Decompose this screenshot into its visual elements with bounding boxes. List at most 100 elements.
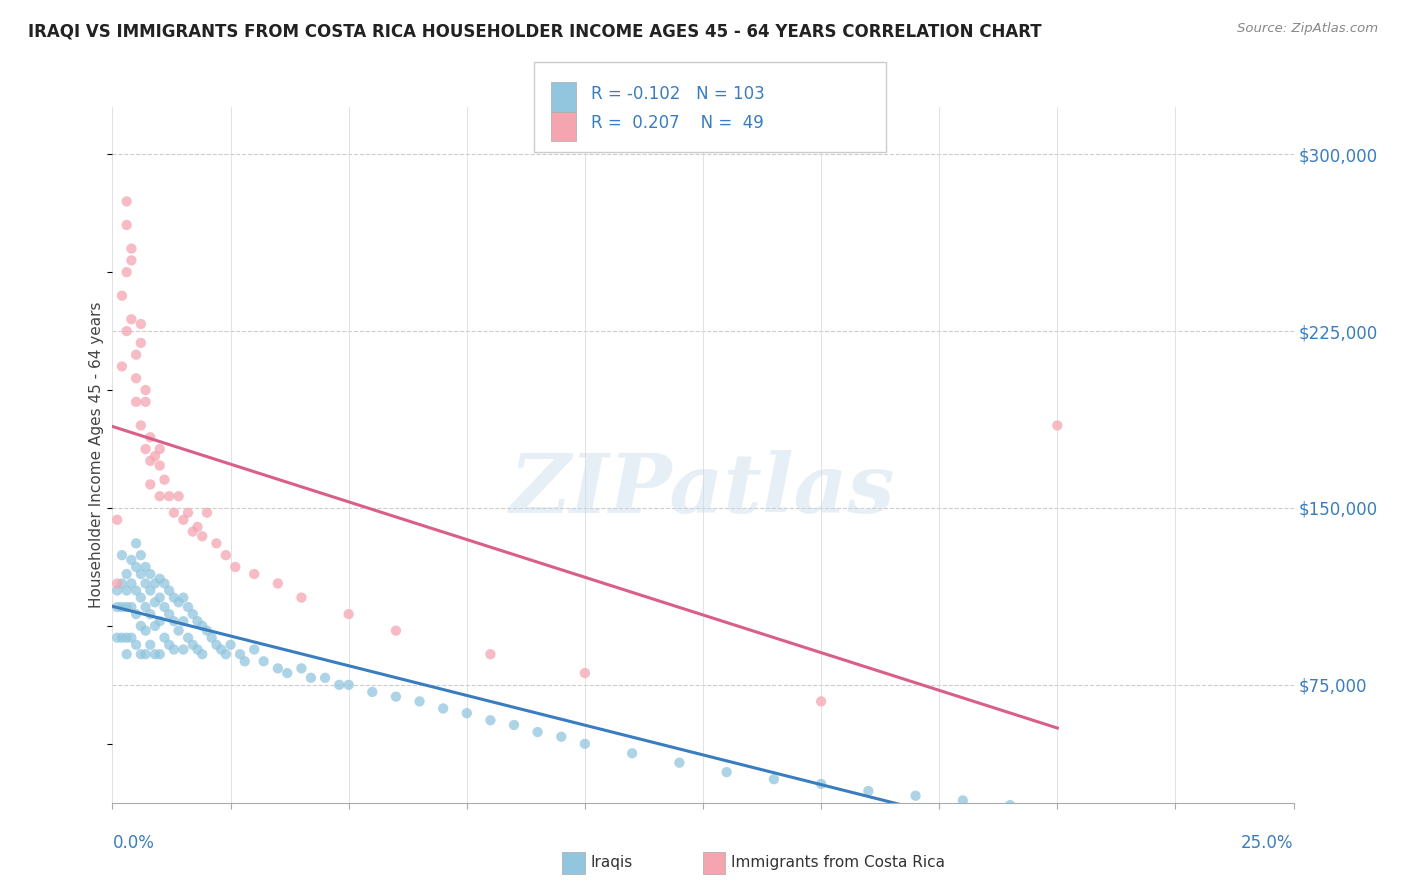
Point [385, 690, 408, 704]
Point [125, 560, 148, 574]
Point [143, 647, 166, 661]
Text: R =  0.207    N =  49: R = 0.207 N = 49 [591, 114, 763, 132]
Point [139, 567, 162, 582]
Point [574, 666, 596, 681]
Point [153, 631, 176, 645]
Point [143, 449, 166, 463]
Point [361, 685, 384, 699]
Point [120, 253, 142, 268]
Point [267, 661, 290, 675]
Point [120, 600, 142, 615]
Point [163, 642, 186, 657]
Point [299, 671, 322, 685]
Point [125, 583, 148, 598]
Point [105, 583, 128, 598]
Point [479, 647, 502, 661]
Point [762, 772, 785, 787]
Point [135, 395, 157, 409]
Point [139, 454, 162, 468]
Point [290, 661, 312, 675]
Point [157, 607, 180, 621]
Point [186, 520, 208, 534]
Point [209, 642, 232, 657]
Point [215, 548, 238, 562]
Point [129, 647, 152, 661]
Point [125, 638, 148, 652]
Text: 25.0%: 25.0% [1241, 834, 1294, 852]
Point [998, 798, 1021, 813]
Point [125, 536, 148, 550]
Point [172, 642, 194, 657]
Point [115, 567, 138, 582]
Point [253, 654, 276, 668]
Text: Source: ZipAtlas.com: Source: ZipAtlas.com [1237, 22, 1378, 36]
Point [105, 513, 128, 527]
Point [167, 489, 190, 503]
Point [129, 619, 152, 633]
Point [181, 638, 204, 652]
Point [149, 572, 172, 586]
Point [129, 591, 152, 605]
Point [129, 418, 152, 433]
Point [115, 600, 138, 615]
Point [139, 430, 162, 444]
Point [139, 638, 162, 652]
Point [115, 265, 138, 279]
Point [120, 631, 142, 645]
Point [120, 242, 142, 256]
Point [149, 458, 172, 473]
Point [115, 647, 138, 661]
Point [129, 567, 152, 582]
Point [125, 348, 148, 362]
Point [621, 746, 644, 760]
Point [120, 312, 142, 326]
Point [1094, 807, 1116, 822]
Point [177, 506, 200, 520]
Point [120, 553, 142, 567]
Point [224, 560, 246, 574]
Point [177, 631, 200, 645]
Point [153, 473, 176, 487]
Point [526, 725, 548, 739]
Point [191, 619, 214, 633]
Point [105, 631, 128, 645]
Point [191, 529, 214, 543]
Point [157, 638, 180, 652]
Point [328, 678, 350, 692]
Point [111, 289, 134, 303]
Y-axis label: Householder Income Ages 45 - 64 years: Householder Income Ages 45 - 64 years [89, 301, 104, 608]
Point [314, 671, 336, 685]
Point [105, 576, 128, 591]
Point [201, 631, 224, 645]
Point [125, 395, 148, 409]
Point [337, 607, 360, 621]
Point [129, 335, 152, 350]
Point [408, 694, 430, 708]
Point [195, 506, 218, 520]
Point [385, 624, 408, 638]
Point [177, 600, 200, 615]
Point [191, 647, 214, 661]
Point [129, 317, 152, 331]
Point [135, 442, 157, 456]
Point [115, 631, 138, 645]
Point [229, 647, 252, 661]
Point [157, 583, 180, 598]
Point [205, 536, 228, 550]
Point [143, 595, 166, 609]
Point [219, 638, 242, 652]
Point [550, 730, 572, 744]
Text: Immigrants from Costa Rica: Immigrants from Costa Rica [731, 855, 945, 870]
Point [243, 567, 266, 582]
Point [952, 793, 974, 807]
Point [432, 701, 454, 715]
Point [195, 624, 218, 638]
Point [135, 624, 157, 638]
Point [172, 513, 194, 527]
Point [668, 756, 690, 770]
Point [149, 591, 172, 605]
Point [163, 614, 186, 628]
Point [267, 576, 290, 591]
Point [111, 548, 134, 562]
Point [157, 489, 180, 503]
